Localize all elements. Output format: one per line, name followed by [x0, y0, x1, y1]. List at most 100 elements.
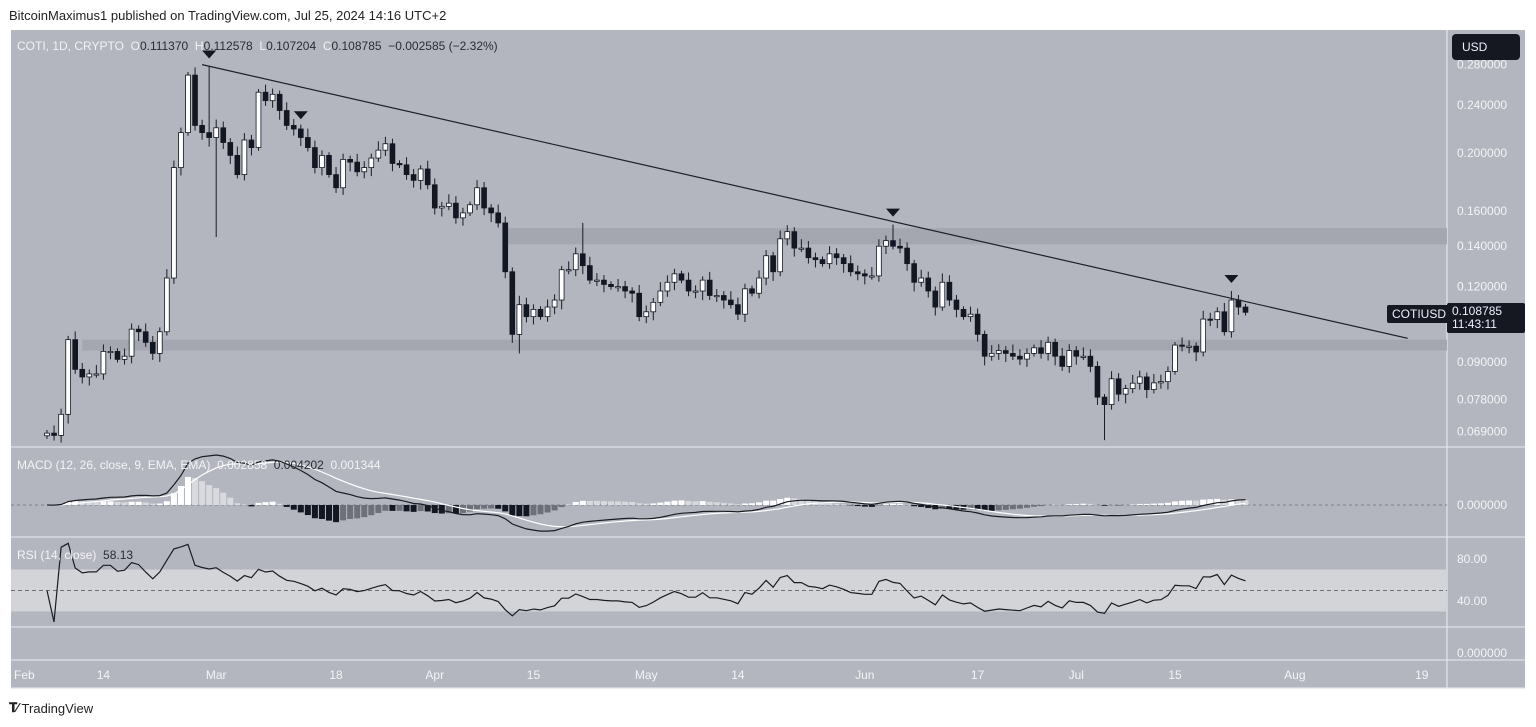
candle-body	[72, 339, 79, 370]
candle-body	[939, 281, 946, 308]
candle-body	[347, 159, 353, 163]
macd-histogram-bar	[213, 488, 220, 505]
price-tick-label: 0.140000	[1457, 239, 1507, 253]
macd-histogram-bar	[283, 505, 290, 507]
candle-body	[551, 299, 558, 308]
macd-histogram-bar	[1150, 503, 1157, 505]
macd-histogram-bar	[1214, 498, 1221, 505]
open-value: 0.111370	[139, 39, 189, 53]
time-tick-label: 17	[971, 668, 985, 682]
macd-histogram-bar	[657, 502, 664, 505]
symbol-label[interactable]: COTI, 1D, CRYPTO	[17, 39, 124, 53]
candle-body	[1080, 355, 1087, 358]
candle-body	[1108, 378, 1115, 405]
macd-histogram-bar	[227, 497, 234, 505]
time-tick-label: 14	[97, 668, 111, 682]
time-tick-label: 19	[1415, 668, 1429, 682]
candle-body	[396, 163, 403, 166]
macd-histogram-bar	[1031, 505, 1037, 507]
last-price-value: 0.108785	[1452, 304, 1503, 318]
macd-histogram-bar	[713, 502, 720, 505]
candle-body	[460, 212, 466, 219]
candle-body	[1017, 355, 1023, 360]
rsi-title[interactable]: RSI (14, close)	[17, 548, 97, 562]
macd-histogram-bar	[86, 501, 93, 505]
candle-body	[58, 413, 64, 436]
macd-histogram-bar	[1157, 503, 1164, 505]
low-label: L	[259, 39, 267, 53]
macd-histogram-bar	[368, 505, 375, 516]
macd-histogram-bar	[685, 500, 692, 505]
high-label: H	[194, 39, 204, 53]
macd-histogram-bar	[650, 503, 657, 505]
macd-histogram-bar	[509, 505, 516, 516]
candle-body	[1059, 355, 1066, 367]
macd-title[interactable]: MACD (12, 26, close, 9, EMA, EMA)	[17, 458, 211, 472]
candle-body	[1200, 318, 1207, 353]
candle-body	[178, 132, 184, 168]
candle-body	[1003, 350, 1009, 354]
price-tick-label: 0.160000	[1457, 204, 1507, 218]
macd-histogram-bar	[495, 505, 502, 509]
top-marker-arrow-icon	[886, 208, 900, 217]
macd-histogram-bar	[135, 501, 142, 505]
macd-histogram-bar	[544, 505, 551, 513]
macd-histogram-bar	[255, 502, 262, 505]
candle-body	[1235, 299, 1242, 308]
macd-histogram-bar	[382, 505, 389, 511]
macd-histogram-bar	[502, 505, 509, 512]
macd-histogram-bar	[1186, 500, 1193, 505]
candle-body	[297, 128, 304, 138]
candle-body	[565, 269, 572, 272]
candle-body	[185, 74, 191, 134]
time-tick-label: Jun	[855, 668, 874, 682]
macd-line	[46, 454, 1246, 532]
candle-body	[1186, 345, 1192, 348]
open-label: O	[130, 39, 140, 53]
macd-histogram-bar	[530, 505, 537, 516]
macd-axis-label: 0.000000	[1457, 498, 1507, 512]
candle-body	[171, 167, 177, 279]
macd-histogram-bar	[1087, 503, 1094, 505]
macd-histogram-bar	[756, 502, 763, 505]
macd-histogram-bar	[318, 505, 325, 519]
candle-body	[368, 157, 375, 168]
candle-body	[326, 155, 332, 176]
macd-histogram-bar	[671, 500, 678, 505]
candle-body	[1214, 311, 1221, 321]
candle-body	[192, 74, 198, 126]
candle-body	[721, 295, 727, 301]
footer-brand[interactable]: 𝐓∕ TradingView	[9, 700, 93, 716]
candle-body	[305, 137, 311, 148]
macd-histogram-bar	[734, 504, 741, 505]
macd-histogram-bar	[1136, 503, 1143, 505]
time-tick-label: 15	[527, 668, 541, 682]
candle-body	[706, 279, 713, 296]
macd-histogram-bar	[1009, 505, 1016, 510]
macd-histogram-bar	[177, 485, 184, 505]
candle-body	[650, 301, 657, 313]
macd-histogram-bar	[608, 501, 614, 505]
macd-histogram-bar	[622, 501, 629, 505]
macd-histogram-bar	[967, 505, 974, 510]
candle-body	[290, 125, 297, 130]
candle-body	[121, 355, 128, 360]
macd-histogram-bar	[925, 505, 932, 509]
price-axis: 0.280000 0.240000 0.200000 0.160000 0.140000…	[1457, 58, 1507, 439]
candle-body	[523, 304, 530, 318]
candle-body	[213, 127, 220, 138]
publish-info: BitcoinMaximus1 published on TradingView…	[9, 8, 447, 23]
candle-body	[988, 352, 995, 357]
macd-histogram-bar	[749, 503, 755, 505]
macd-histogram-bar	[248, 505, 255, 507]
macd-histogram-bar	[65, 501, 72, 505]
macd-histogram-bar	[882, 504, 889, 505]
ohlc-legend: COTI, 1D, CRYPTO O0.111370 H0.112578 L0.…	[17, 39, 498, 53]
candle-body	[1094, 365, 1101, 398]
currency-button[interactable]: USD	[1452, 34, 1520, 60]
macd-histogram-bar	[629, 502, 636, 505]
macd-histogram-bar	[417, 505, 424, 512]
bar-countdown: 11:43:11	[1452, 317, 1497, 331]
candle-body	[876, 245, 882, 277]
